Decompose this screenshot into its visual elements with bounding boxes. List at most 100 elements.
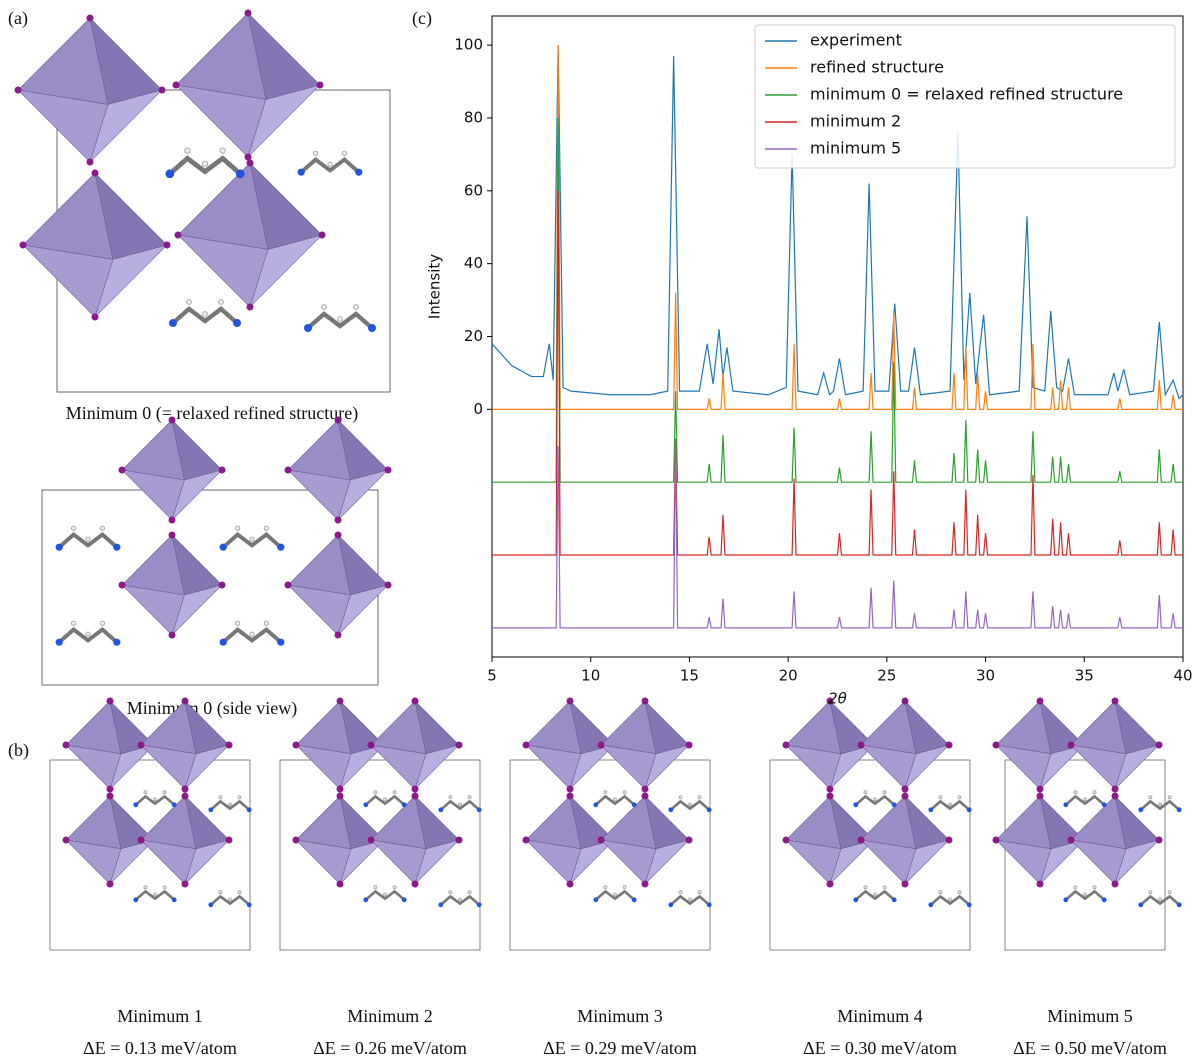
hydrogen <box>337 316 343 322</box>
bond <box>134 794 176 807</box>
face <box>109 839 156 885</box>
vertex <box>367 836 375 844</box>
legend-label: refined structure <box>810 58 944 77</box>
vertex <box>826 785 834 793</box>
face <box>109 744 156 790</box>
face <box>1114 744 1161 790</box>
nitrogen <box>363 802 369 808</box>
hydrogen <box>201 160 209 168</box>
hydrogen <box>448 890 453 895</box>
series-line <box>492 190 1183 556</box>
unit-cell <box>279 759 481 951</box>
vertex <box>181 697 189 705</box>
hydrogen <box>957 795 962 800</box>
vertex <box>225 836 233 844</box>
vertex <box>1111 697 1119 705</box>
nitrogen <box>133 802 139 808</box>
hydrogen <box>327 161 333 167</box>
vertex <box>62 741 70 749</box>
vertex <box>992 741 1000 749</box>
vertex <box>334 416 342 424</box>
vertex <box>137 741 145 749</box>
vertex <box>945 836 953 844</box>
hydrogen <box>218 299 224 305</box>
nitrogen <box>235 169 245 179</box>
face <box>414 839 461 885</box>
vertex <box>181 880 189 888</box>
vertex <box>246 159 254 167</box>
hydrogen <box>218 795 223 800</box>
hydrogen <box>688 897 692 902</box>
vertex <box>218 581 226 589</box>
energy-label: ΔE = 0.13 meV/atom <box>83 1038 237 1058</box>
vertex <box>168 531 176 539</box>
energy-label: ΔE = 0.26 meV/atom <box>313 1038 467 1058</box>
hydrogen <box>234 525 241 531</box>
vertex <box>218 466 226 474</box>
vertex <box>826 792 834 800</box>
nitrogen <box>438 807 444 813</box>
hydrogen <box>622 885 627 890</box>
molecule <box>853 790 897 808</box>
face <box>644 839 691 885</box>
nitrogen <box>169 319 177 327</box>
nitrogen <box>1138 807 1144 813</box>
vertex <box>367 741 375 749</box>
vertex <box>1067 741 1075 749</box>
nitrogen <box>1101 897 1107 903</box>
molecule <box>928 890 972 908</box>
molecule <box>1138 890 1182 908</box>
bond <box>1064 794 1106 807</box>
series-line <box>492 438 1183 629</box>
hydrogen <box>948 802 952 807</box>
octahedron <box>292 792 388 888</box>
molecule <box>1063 790 1107 808</box>
vertex <box>411 880 419 888</box>
vertex <box>137 836 145 844</box>
vertex <box>782 741 790 749</box>
molecule <box>363 790 407 808</box>
octahedron <box>857 792 953 888</box>
hydrogen <box>312 150 319 156</box>
series-line <box>491 45 1184 400</box>
hydrogen <box>1158 802 1162 807</box>
hydrogen <box>1083 797 1087 802</box>
bond <box>439 894 481 907</box>
hydrogen <box>85 631 91 637</box>
molecule <box>438 795 482 813</box>
hydrogen <box>263 525 270 531</box>
vertex <box>334 516 342 524</box>
nitrogen <box>219 638 227 646</box>
nitrogen <box>304 324 312 332</box>
octahedron <box>522 697 618 793</box>
hydrogen <box>383 892 387 897</box>
hydrogen <box>863 790 868 795</box>
vertex <box>106 792 114 800</box>
hydrogen <box>143 885 148 890</box>
vertex <box>316 81 324 89</box>
nitrogen <box>113 543 121 551</box>
vertex <box>1155 836 1163 844</box>
minimum-name: Minimum 3 <box>577 1006 663 1026</box>
nitrogen <box>171 897 177 903</box>
nitrogen <box>1101 802 1107 808</box>
vertex <box>782 836 790 844</box>
vertex <box>945 741 953 749</box>
vertex <box>91 169 99 177</box>
hydrogen <box>228 897 232 902</box>
hydrogen <box>697 890 702 895</box>
octahedron <box>292 697 388 793</box>
nitrogen <box>706 807 712 813</box>
vertex <box>857 741 865 749</box>
x-tick-label: 5 <box>487 667 497 685</box>
hydrogen <box>99 525 106 531</box>
face <box>1039 744 1086 790</box>
nitrogen <box>438 902 444 908</box>
vertex <box>641 792 649 800</box>
vertex <box>992 836 1000 844</box>
chart: 0 20 40 60 80 100 5 10 15 20 25 30 35 40 2θ Intensity ex… <box>426 15 1193 708</box>
octahedron <box>597 792 693 888</box>
hydrogen <box>228 802 232 807</box>
y-tick-label: 60 <box>464 181 483 199</box>
